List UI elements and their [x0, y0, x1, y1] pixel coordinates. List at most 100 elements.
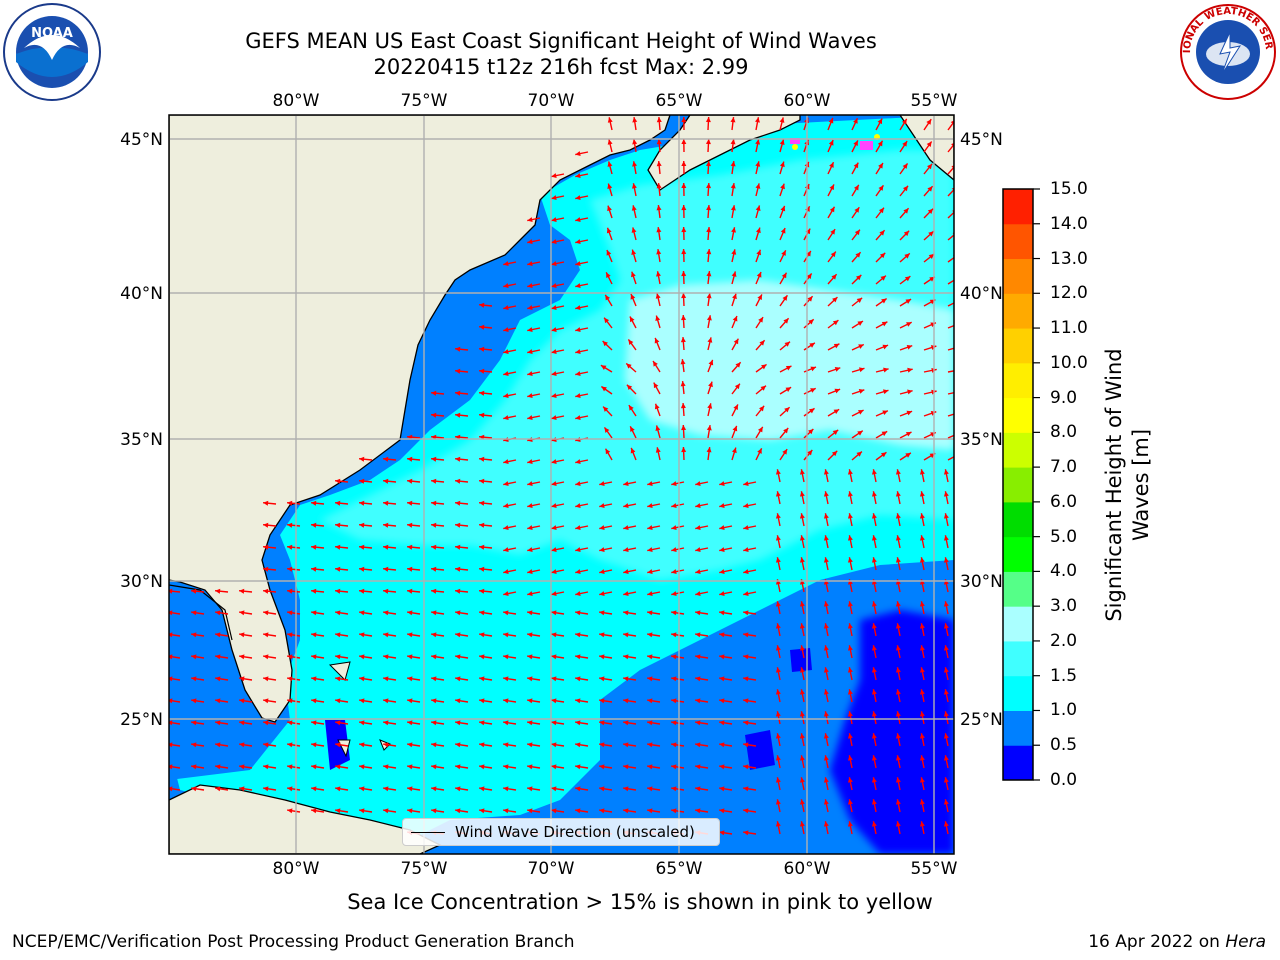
wave-arrow-head — [383, 632, 389, 638]
wave-arrow-head — [551, 525, 557, 531]
wave-arrow-head — [287, 522, 293, 528]
wave-arrow-head — [575, 591, 581, 597]
wave-arrow-head — [606, 250, 612, 256]
wave-arrow-head — [383, 610, 389, 616]
wave-arrow-head — [831, 450, 838, 457]
wave-arrow-head — [455, 368, 461, 374]
wave-arrow-head — [671, 481, 677, 487]
wave-arrow-head — [431, 632, 437, 638]
wave-arrow-head — [755, 183, 761, 189]
wave-arrow-head — [775, 469, 781, 475]
wave-arrow-head — [775, 733, 781, 739]
wave-arrow-head — [599, 503, 605, 509]
wave-arrow-head — [719, 525, 725, 531]
wave-arrow-head — [599, 654, 605, 660]
wave-arrow-head — [311, 786, 317, 792]
wave-arrow-head — [743, 525, 749, 531]
wave-arrow-head — [551, 654, 557, 660]
colorbar-title-line1: Significant Height of Wind — [1102, 348, 1126, 622]
wave-arrow-head — [647, 503, 653, 509]
land-cuba — [169, 784, 442, 854]
sea-ice-patch — [860, 141, 873, 150]
wave-arrow-head — [604, 427, 610, 433]
wave-arrow-head — [895, 469, 901, 475]
wave-arrow-head — [575, 283, 581, 289]
wave-arrow-head — [607, 205, 612, 212]
wave-arrow-head — [871, 513, 877, 519]
wave-arrow-head — [599, 742, 605, 748]
colorbar-segment — [1003, 432, 1033, 468]
wave-arrow-head — [527, 742, 533, 748]
wave-arrow-head — [757, 448, 762, 454]
wave-arrow-head — [359, 500, 365, 506]
wave-arrow-head — [191, 654, 197, 660]
wave-arrow-head — [905, 452, 911, 458]
wave-arrow-head — [431, 390, 437, 396]
wave-arrow-head — [654, 337, 660, 344]
wave-arrow-head — [359, 676, 365, 682]
wave-arrow-head — [799, 799, 805, 805]
wave-arrow-head — [695, 742, 701, 748]
wave-arrow-head — [681, 249, 687, 255]
wave-arrow-head — [671, 547, 677, 553]
wave-arrow-head — [215, 742, 221, 748]
wave-arrow-head — [919, 799, 925, 805]
wave-arrow-head — [853, 162, 859, 169]
wave-arrow-head — [671, 525, 677, 531]
wave-arrow-head — [551, 393, 557, 399]
wave-arrow-head — [287, 720, 293, 726]
wave-arrow-head — [575, 327, 581, 333]
wave-arrow-head — [708, 359, 714, 366]
wave-arrow-head — [455, 720, 461, 726]
wave-arrow-head — [455, 522, 461, 528]
wave-arrow-head — [359, 698, 365, 704]
wave-arrow-head — [895, 711, 901, 717]
wave-zone-0.0-0.5-spots — [745, 648, 812, 770]
wave-arrow-head — [732, 425, 738, 432]
wave-arrow-head — [479, 544, 485, 550]
wave-arrow-head — [647, 742, 653, 748]
wave-arrow-head — [575, 261, 581, 267]
wave-arrow-head — [810, 388, 816, 393]
wave-arrow-head — [775, 689, 781, 695]
wave-arrow-head — [551, 261, 557, 267]
wave-arrow-head — [575, 676, 581, 682]
wave-arrow-head — [431, 588, 437, 594]
wave-arrow-head — [905, 431, 912, 437]
wave-arrow-head — [743, 830, 749, 836]
wave-arrow-head — [215, 610, 221, 616]
wave-arrow-head — [857, 430, 863, 436]
wave-arrow-head — [847, 535, 853, 541]
wave-arrow-head — [755, 117, 760, 123]
wave-arrow-head — [431, 478, 437, 484]
wave-arrow-head — [335, 698, 341, 704]
graticule — [169, 115, 954, 854]
wave-arrow-head — [919, 733, 925, 739]
wave-arrow-head — [335, 478, 341, 484]
wave-arrow-head — [907, 389, 913, 395]
wave-arrow-head — [799, 535, 805, 541]
wave-arrow-head — [847, 469, 853, 475]
wave-arrow-head — [599, 632, 605, 638]
wave-arrow-head — [335, 522, 341, 528]
wave-arrow-head — [383, 478, 389, 484]
wave-arrow-head — [655, 315, 661, 322]
wave-arrow-head — [407, 698, 413, 704]
wave-arrow-head — [799, 623, 805, 629]
wave-arrow-head — [871, 733, 877, 739]
wave-arrow-head — [599, 764, 605, 770]
colorbar-segment — [1003, 467, 1033, 503]
wave-arrow-head — [919, 777, 925, 783]
wave-arrow-head — [215, 720, 221, 726]
wave-arrow-head — [854, 207, 860, 213]
wave-arrow-head — [779, 161, 785, 168]
wave-arrow-head — [503, 808, 509, 814]
wave-arrow-head — [383, 786, 389, 792]
wave-arrow-head — [455, 610, 461, 616]
wave-arrow-head — [906, 410, 913, 416]
wave-arrow-head — [239, 742, 245, 748]
lon-tick-bottom: 75°W — [401, 859, 448, 879]
credit-host: Hera — [1225, 932, 1266, 952]
wave-arrow-head — [455, 786, 461, 792]
wave-arrow-head — [943, 777, 949, 783]
